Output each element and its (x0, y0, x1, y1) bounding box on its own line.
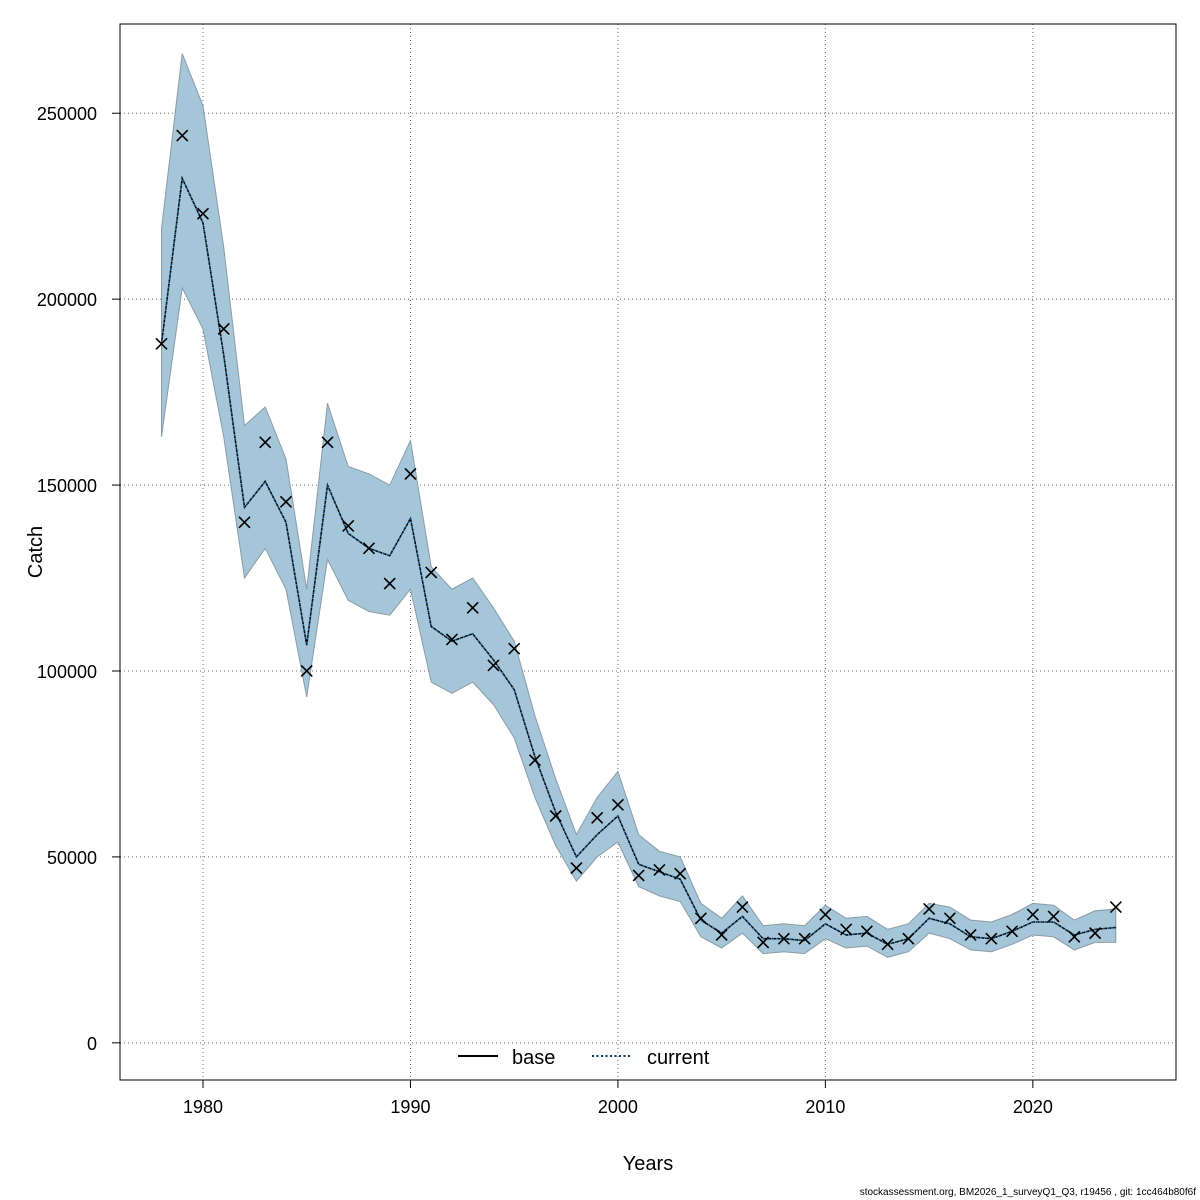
observed-point (1068, 930, 1081, 943)
confidence-band (161, 53, 1117, 958)
observed-point (425, 566, 438, 579)
x-tick-label: 2000 (598, 1097, 638, 1117)
observed-point (985, 932, 998, 945)
y-tick-label: 200000 (37, 290, 97, 310)
footer-note: stockassessment.org, BM2026_1_surveyQ1_Q… (859, 1187, 1196, 1198)
observed-point (466, 601, 479, 614)
observed-point (404, 467, 417, 480)
observed-point (653, 863, 666, 876)
observed-point (964, 928, 977, 942)
observed-point (342, 519, 355, 533)
observed-point (362, 542, 376, 555)
observed-point (217, 322, 230, 335)
observed-point (259, 436, 272, 449)
observed-point (528, 754, 541, 767)
observed-point (508, 642, 521, 655)
observed-point (902, 932, 915, 945)
y-axis-title: Catch (25, 526, 47, 578)
observed-point (321, 436, 334, 449)
observed-point (445, 633, 459, 646)
legend-current-label: current (647, 1047, 710, 1069)
x-tick-label: 2020 (1013, 1097, 1053, 1117)
observed-point (1109, 901, 1122, 914)
observed-point (943, 912, 956, 925)
observed-point (1006, 925, 1019, 938)
observed-point (632, 869, 645, 882)
x-tick-label: 1980 (183, 1097, 223, 1117)
observed-point (1026, 908, 1039, 921)
y-tick-label: 150000 (37, 476, 97, 496)
observed-point (694, 912, 707, 925)
observed-point (300, 664, 313, 678)
observed-point (238, 516, 251, 529)
y-tick-label: 50000 (47, 848, 97, 868)
observed-point (923, 902, 936, 916)
grid-lines (120, 24, 1176, 1080)
observed-point (176, 129, 189, 142)
observed-point (591, 811, 604, 824)
legend: base current (458, 1047, 710, 1069)
x-tick-label: 2010 (805, 1097, 845, 1117)
observed-point (1089, 927, 1102, 940)
plot-frame (119, 23, 1177, 1081)
observed-point (819, 908, 832, 921)
observed-point (840, 923, 853, 936)
observed-point (777, 932, 790, 945)
observed-point (487, 659, 500, 672)
observed-point (757, 936, 770, 949)
axis-ticks: 1980 1990 2000 2010 2020 0 50000 100000 150000 20… (37, 104, 1053, 1117)
x-tick-label: 1990 (390, 1097, 430, 1117)
observed-point (798, 932, 811, 945)
observed-point (1047, 910, 1060, 923)
observed-point (570, 861, 583, 875)
observed-point (860, 925, 873, 938)
observed-point (881, 938, 894, 951)
observed-point (674, 867, 687, 880)
observed-point (549, 809, 562, 823)
y-tick-label: 100000 (37, 662, 97, 682)
current-series-line (160, 175, 1116, 946)
x-axis-title: Years (623, 1153, 673, 1175)
base-series-line (160, 175, 1116, 946)
y-tick-label: 250000 (37, 104, 97, 124)
observed-point (196, 207, 210, 220)
observed-point (736, 901, 749, 914)
legend-base-label: base (512, 1047, 555, 1069)
observed-points (155, 129, 1122, 951)
observed-point (155, 337, 168, 350)
observed-point (715, 928, 728, 942)
observed-point (383, 577, 396, 590)
y-tick-label: 0 (87, 1034, 97, 1054)
observed-point (279, 495, 293, 508)
observed-point (611, 798, 624, 811)
